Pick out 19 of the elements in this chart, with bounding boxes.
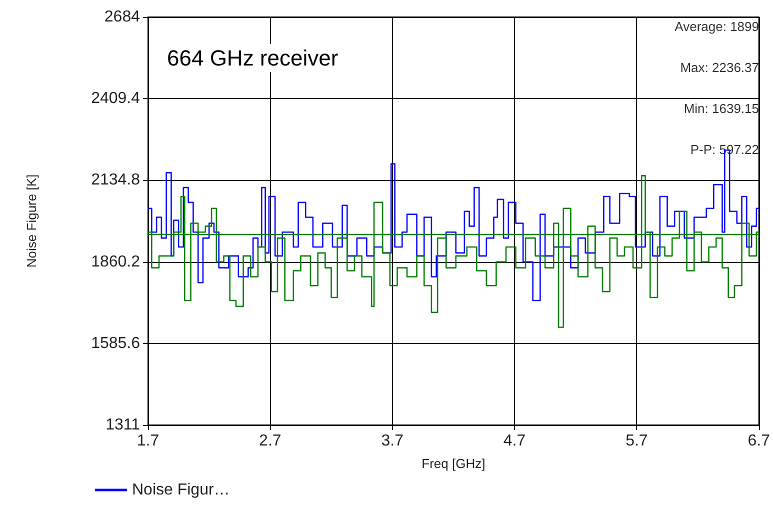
x-tick-label: 1.7 xyxy=(136,432,160,450)
annotation: Average: 1899 xyxy=(674,19,760,34)
x-tick-label: 3.7 xyxy=(381,432,404,450)
annotation: Max: 2236.37 xyxy=(680,60,760,75)
x-axis-title: Freq [GHz] xyxy=(422,456,486,471)
x-tick-label: 4.7 xyxy=(503,432,526,450)
y-tick-label: 2409.4 xyxy=(91,90,140,108)
x-tick-label: 2.7 xyxy=(259,432,282,450)
y-tick-label: 1585.6 xyxy=(91,334,140,352)
x-tick-label: 6.7 xyxy=(748,432,770,450)
y-tick-label: 2684 xyxy=(104,8,140,26)
y-tick-label: 1311 xyxy=(106,416,140,434)
y-tick-label: 1860.2 xyxy=(91,253,140,270)
annotation: Min: 1639.15 xyxy=(684,101,760,116)
y-tick-label: 2134.8 xyxy=(91,172,140,189)
text: 664 GHz receiver xyxy=(167,46,338,70)
x-tick-label: 5.7 xyxy=(626,432,648,450)
legend-label: Noise Figur… xyxy=(132,482,230,498)
y-axis-title: Noise Figure [K] xyxy=(24,174,39,268)
